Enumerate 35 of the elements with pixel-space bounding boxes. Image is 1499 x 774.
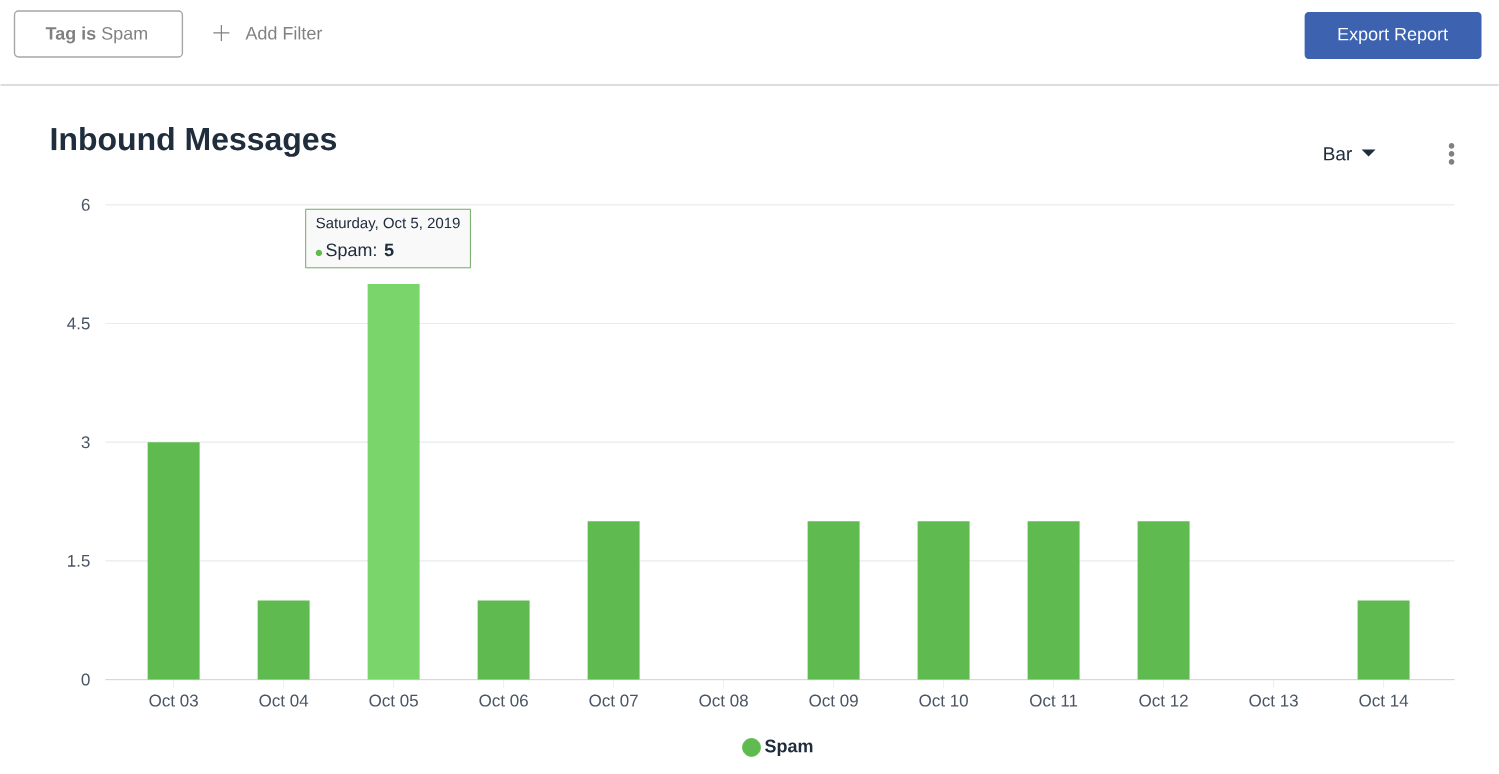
chart-title: Inbound Messages [51, 126, 337, 157]
y-tick-label: 6 [81, 198, 90, 211]
y-tick-label: 3 [81, 435, 90, 448]
bar [147, 441, 200, 680]
x-tick-label: Oct 09 [809, 694, 858, 707]
y-tick-label: 4.5 [67, 317, 90, 330]
x-tick-label: Oct 05 [369, 694, 418, 707]
bar [257, 600, 310, 680]
bar [367, 283, 420, 680]
x-tick-label: Oct 11 [1030, 694, 1078, 707]
bar [1027, 521, 1080, 680]
x-tick-label: Oct 13 [1249, 694, 1298, 707]
x-tick-label: Oct 12 [1139, 694, 1188, 707]
x-tick-label: Oct 03 [149, 694, 198, 707]
text: Export Report [1338, 27, 1448, 44]
bar [807, 521, 860, 680]
x-tick-label: Oct 14 [1359, 694, 1409, 707]
x-tick-label: Oct 04 [259, 694, 309, 707]
x-tick-label: Oct 10 [919, 694, 968, 707]
annotation: Saturday, Oct 5, 2019 [316, 217, 460, 231]
bar [1137, 521, 1190, 680]
x-tick-label: Oct 08 [699, 694, 748, 707]
y-tick-label: 1.5 [68, 554, 90, 567]
bar [477, 600, 530, 680]
bar [1357, 600, 1410, 680]
text: Add Filter [245, 26, 323, 40]
legend-label: Spam [765, 739, 813, 756]
bar [917, 521, 970, 680]
x-tick-label: Oct 06 [479, 694, 528, 707]
text: Bar [1324, 147, 1352, 161]
y-tick-label: 0 [81, 673, 90, 686]
bar [587, 521, 640, 680]
x-tick-label: Oct 07 [589, 694, 638, 707]
annotation: Spam: 5 [326, 243, 394, 260]
text: Tag is Spam [45, 26, 147, 44]
